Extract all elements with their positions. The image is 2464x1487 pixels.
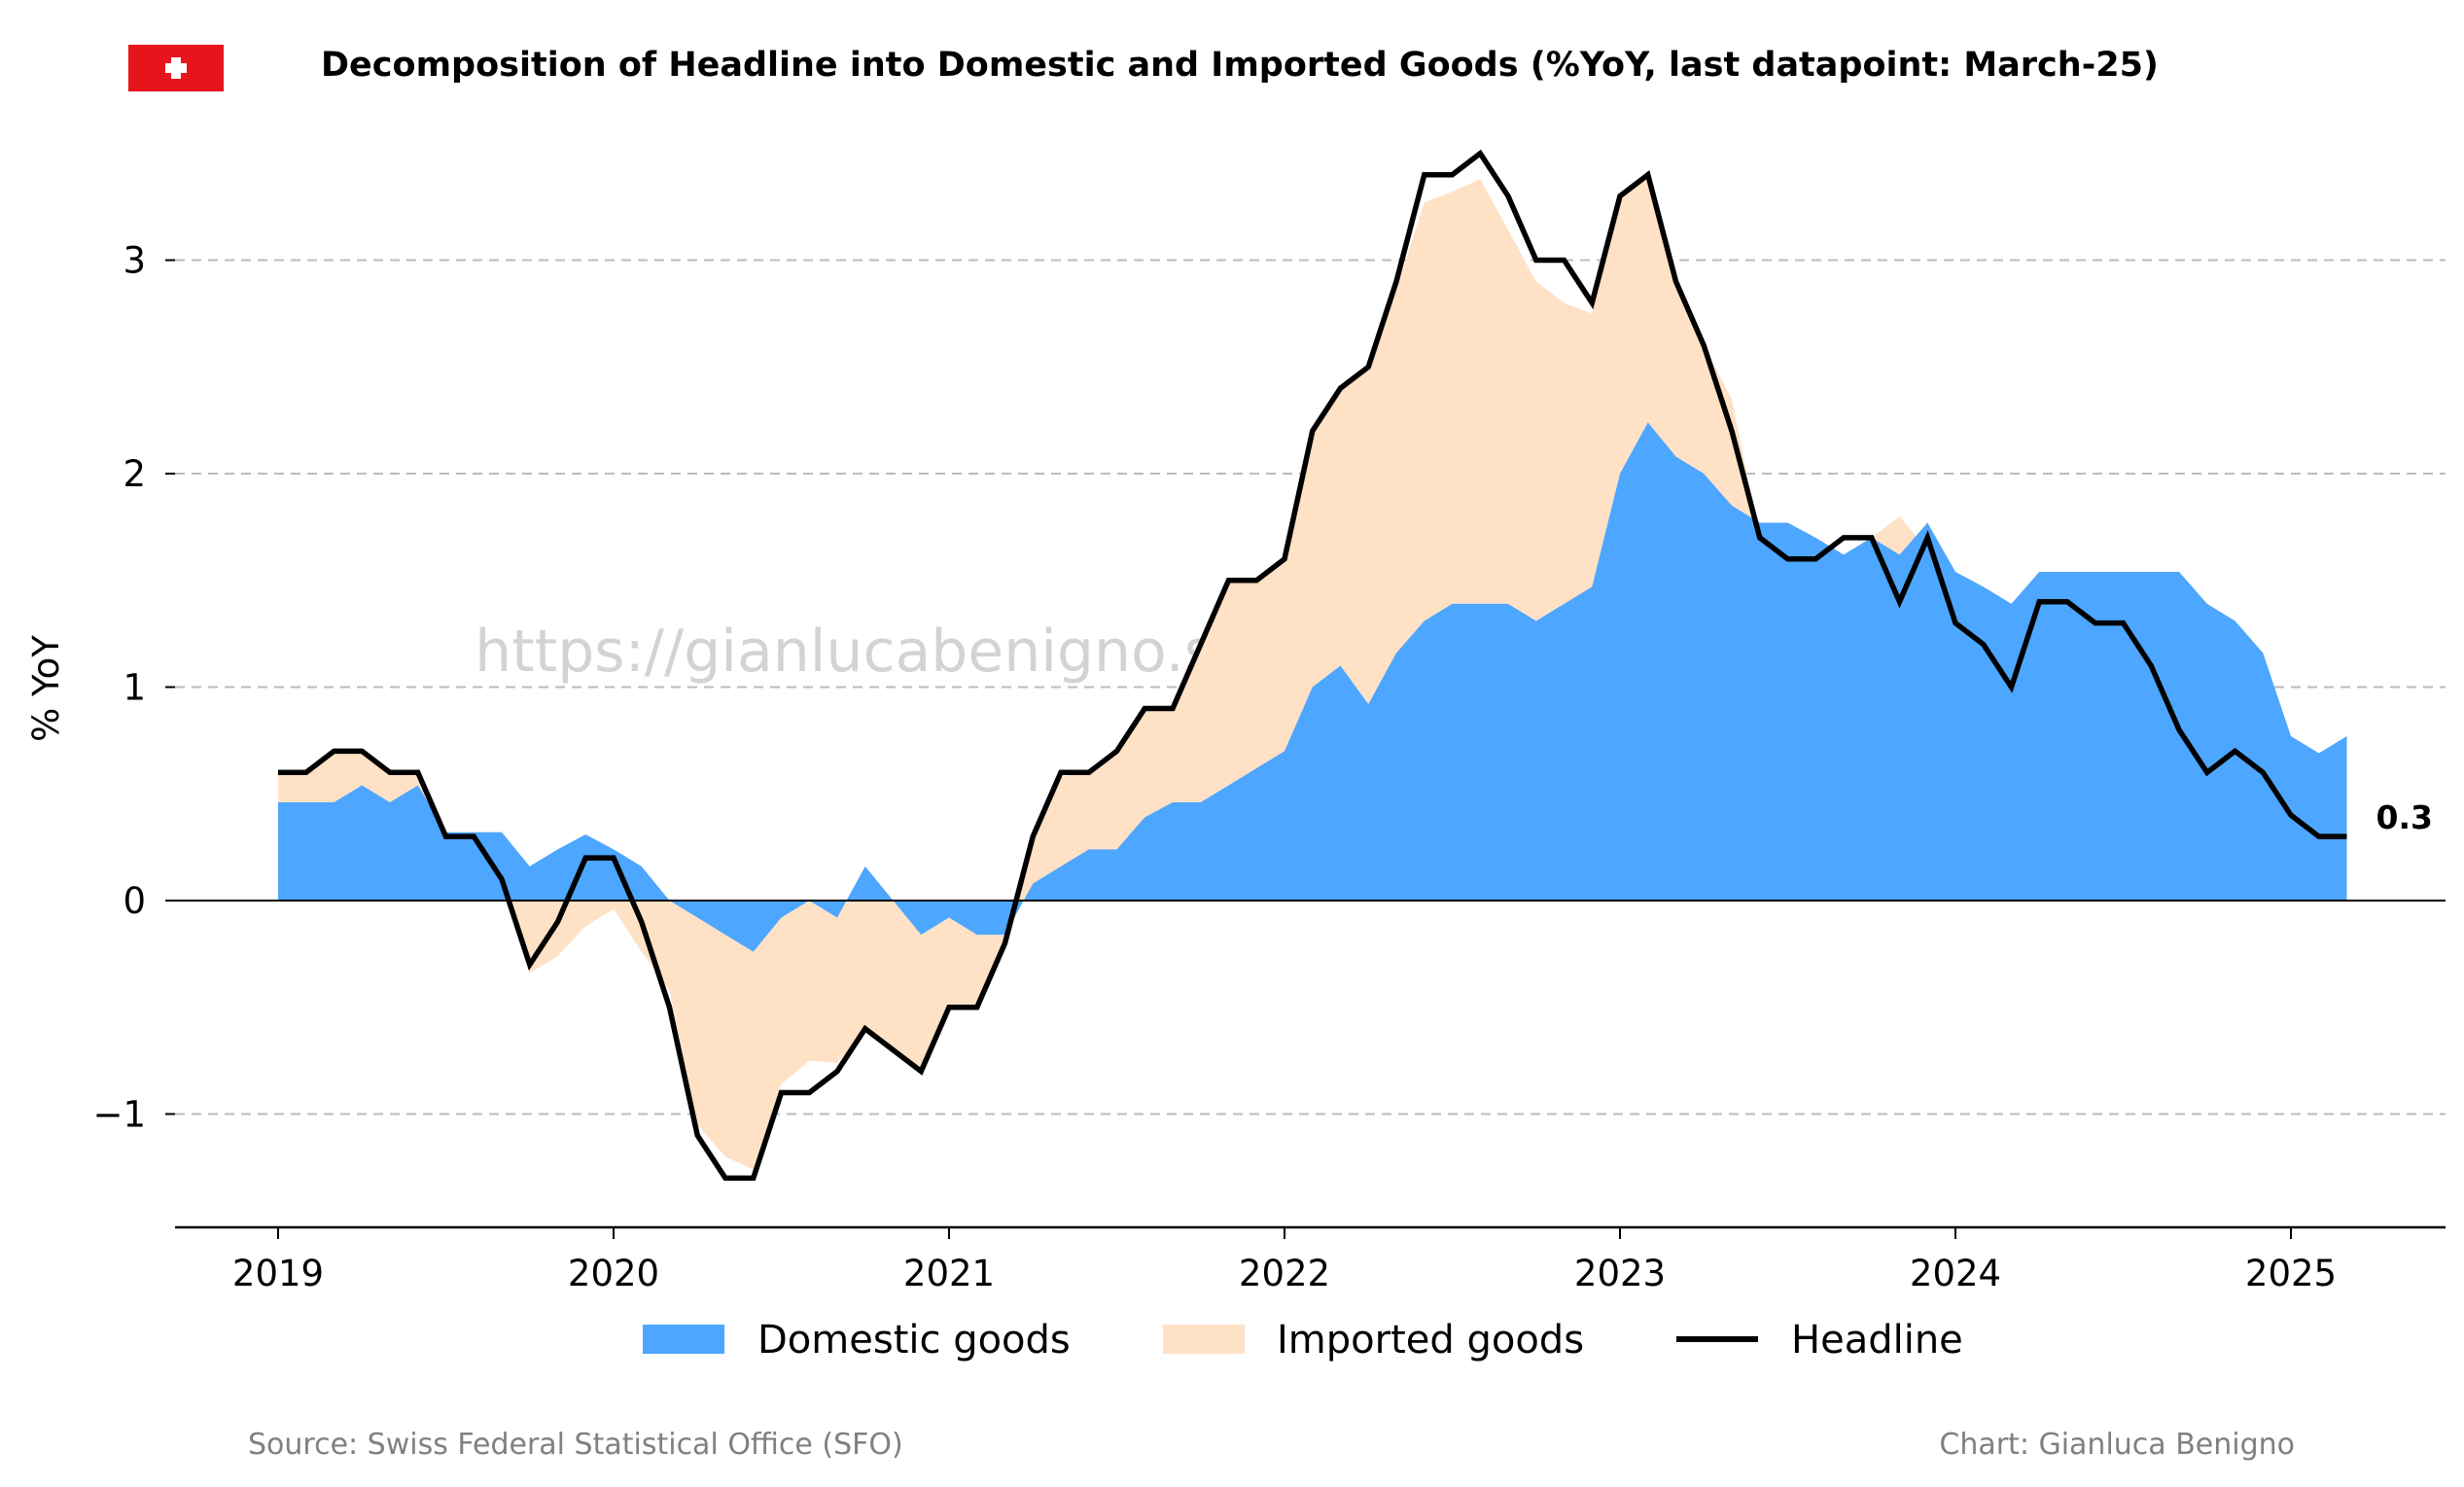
chart-credit: Chart: Gianluca Benigno bbox=[1939, 1428, 2295, 1462]
legend-imported-swatch bbox=[1163, 1325, 1245, 1354]
y-tick-label: 2 bbox=[123, 453, 146, 495]
x-tick-label: 2025 bbox=[2245, 1253, 2337, 1294]
y-axis-label: % YoY bbox=[25, 635, 67, 742]
legend-domestic-label: Domestic goods bbox=[757, 1318, 1071, 1363]
y-tick-label: 3 bbox=[123, 240, 146, 282]
source-note: Source: Swiss Federal Statistical Office… bbox=[248, 1428, 903, 1462]
x-tick-label: 2024 bbox=[1910, 1253, 2001, 1294]
imported-goods-area bbox=[278, 174, 2347, 1170]
legend-imported-label: Imported goods bbox=[1277, 1318, 1584, 1363]
x-tick-label: 2020 bbox=[568, 1253, 659, 1294]
axes bbox=[175, 900, 2446, 1229]
y-tick-label: 1 bbox=[123, 667, 146, 709]
x-tick-labels: 2019 2020 2021 2022 2023 2024 2025 bbox=[232, 1227, 2337, 1294]
legend: Domestic goods Imported goods Headline bbox=[643, 1318, 1963, 1363]
domestic-goods-area bbox=[278, 422, 2347, 952]
legend-headline-label: Headline bbox=[1791, 1318, 1963, 1363]
swiss-flag-icon bbox=[128, 45, 224, 91]
y-tick-label: −1 bbox=[92, 1094, 146, 1136]
x-tick-label: 2019 bbox=[232, 1253, 324, 1294]
headline-line bbox=[278, 149, 2347, 1182]
end-value-label: 0.3 bbox=[2376, 798, 2433, 836]
legend-domestic-swatch bbox=[643, 1325, 724, 1354]
y-tick-labels: −1 0 1 2 3 bbox=[92, 240, 175, 1136]
x-tick-label: 2023 bbox=[1574, 1253, 1666, 1294]
x-tick-label: 2021 bbox=[903, 1253, 995, 1294]
area-layer bbox=[278, 174, 2347, 1170]
x-tick-label: 2022 bbox=[1239, 1253, 1330, 1294]
line-layer bbox=[278, 149, 2347, 1182]
chart-title: Decomposition of Headline into Domestic … bbox=[321, 46, 2159, 85]
y-tick-label: 0 bbox=[123, 880, 146, 922]
